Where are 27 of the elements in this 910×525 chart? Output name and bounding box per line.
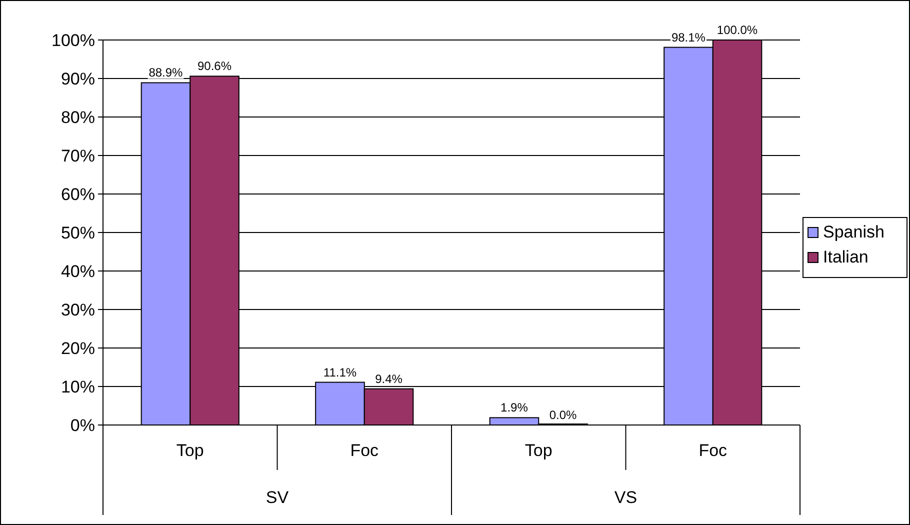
y-tick-label: 70% — [60, 146, 95, 166]
data-label: 9.4% — [375, 372, 403, 386]
y-tick-label: 40% — [60, 262, 95, 281]
data-label: 1.9% — [500, 400, 528, 415]
x-tick-label: Foc — [350, 441, 380, 460]
y-tick-label: 90% — [60, 70, 95, 88]
y-tick-label: 0% — [70, 416, 95, 435]
y-tick-label: 80% — [60, 108, 95, 127]
data-label: 11.1% — [323, 365, 357, 380]
y-tick-label: 10% — [60, 378, 95, 396]
data-label: 0.0% — [549, 408, 578, 422]
x-tick-label: Top — [176, 441, 204, 460]
text: SV — [266, 488, 290, 507]
legend-label: Spanish — [823, 222, 884, 242]
y-tick-label: 60% — [60, 185, 95, 204]
y-tick-label: 20% — [60, 339, 95, 358]
data-label: 98.1% — [671, 30, 706, 44]
y-tick-label: 30% — [60, 300, 95, 320]
text: VS — [614, 488, 638, 507]
legend-label: Italian — [823, 248, 868, 266]
data-label: 100.0% — [716, 23, 758, 37]
data-label: 90.6% — [198, 59, 232, 74]
x-tick-label: Foc — [698, 441, 728, 460]
y-tick-label: 100% — [52, 31, 95, 50]
x-tick-label: Top — [524, 441, 552, 460]
data-label: 88.9% — [148, 66, 184, 80]
y-tick-label: 50% — [60, 224, 95, 242]
